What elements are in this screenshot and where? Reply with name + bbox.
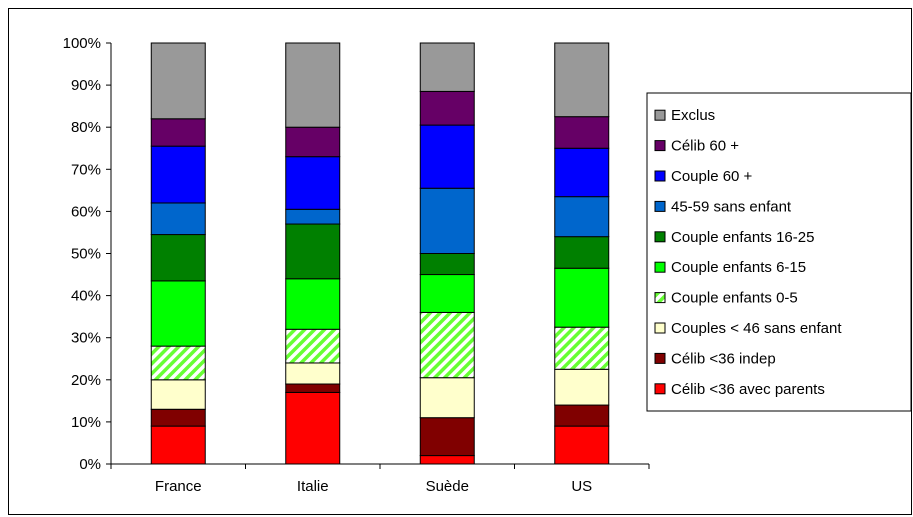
bar-segment bbox=[285, 223, 341, 280]
y-tick-label: 30% bbox=[71, 330, 101, 347]
legend-swatch bbox=[654, 170, 666, 182]
bar-segment bbox=[285, 391, 341, 465]
legend-label: Couple enfants 16-25 bbox=[671, 229, 814, 246]
legend: Exclus Célib 60 + Couple 60 + 45-59 sans en… bbox=[646, 92, 911, 412]
bar-segment bbox=[285, 383, 341, 393]
bar-segment bbox=[285, 126, 341, 158]
y-tick-label: 80% bbox=[71, 119, 101, 136]
legend-label: 45-59 sans enfant bbox=[671, 198, 792, 215]
bar-segment bbox=[419, 377, 475, 419]
bar-segment bbox=[419, 42, 475, 92]
legend-label: Célib <36 avec parents bbox=[671, 381, 825, 398]
bar-segment bbox=[554, 42, 610, 118]
bar-segment bbox=[554, 147, 610, 198]
bar-segment bbox=[285, 42, 341, 128]
legend-swatch bbox=[654, 231, 666, 243]
legend-swatch bbox=[654, 261, 666, 273]
y-tick-label: 70% bbox=[71, 161, 101, 178]
legend-label: Exclus bbox=[671, 107, 715, 124]
bar-segment bbox=[554, 425, 610, 465]
legend-swatch bbox=[654, 200, 666, 212]
x-tick-label: Italie bbox=[297, 478, 329, 495]
x-tick-label: France bbox=[155, 478, 202, 495]
bar-segment bbox=[150, 234, 206, 282]
chart-area: 0% 10% 20% 30% 40% 50% 60% 70% 80% 90% 100% France I… bbox=[8, 8, 912, 515]
bar-segment bbox=[554, 326, 610, 370]
bar-segment bbox=[554, 368, 610, 406]
legend-swatch bbox=[654, 140, 666, 152]
y-tick-label: 50% bbox=[71, 246, 101, 263]
legend-label: Couple enfants 6-15 bbox=[671, 259, 806, 276]
bar-segment bbox=[419, 455, 475, 465]
y-tick-label: 90% bbox=[71, 77, 101, 94]
bar-segment bbox=[150, 379, 206, 410]
bar-segment bbox=[419, 124, 475, 189]
bar-segment bbox=[419, 253, 475, 276]
bar-segment bbox=[150, 118, 206, 147]
bar-segment bbox=[150, 408, 206, 427]
y-tick-label: 100% bbox=[63, 35, 101, 52]
legend-label: Célib 60 + bbox=[671, 138, 739, 155]
bar-segment bbox=[419, 311, 475, 379]
y-tick-label: 0% bbox=[79, 456, 101, 473]
legend-label: Couple 60 + bbox=[671, 168, 753, 185]
bar-segment bbox=[419, 90, 475, 126]
bar-segment bbox=[285, 328, 341, 364]
bar-segment bbox=[150, 345, 206, 381]
bar-segment bbox=[554, 404, 610, 427]
legend-swatch bbox=[654, 383, 666, 395]
bar-segment bbox=[150, 425, 206, 465]
bar-segment bbox=[554, 267, 610, 328]
y-tick-label: 10% bbox=[71, 414, 101, 431]
bar-segment bbox=[419, 417, 475, 457]
legend-swatch bbox=[654, 352, 666, 364]
bar-segment bbox=[285, 208, 341, 225]
y-tick-label: 60% bbox=[71, 203, 101, 220]
legend-swatch bbox=[654, 322, 666, 334]
y-tick-label: 20% bbox=[71, 372, 101, 389]
plot-area: 0% 10% 20% 30% 40% 50% 60% 70% 80% 90% 100% France I… bbox=[63, 35, 650, 495]
x-tick-label: US bbox=[571, 478, 592, 495]
bar-segment bbox=[150, 42, 206, 120]
stacked-bar-chart: 0% 10% 20% 30% 40% 50% 60% 70% 80% 90% 100% France I… bbox=[63, 35, 911, 495]
legend-swatch bbox=[654, 109, 666, 121]
legend-label: Couple enfants 0-5 bbox=[671, 290, 798, 307]
bar-segment bbox=[419, 274, 475, 313]
legend-box bbox=[646, 92, 911, 412]
bar-segment bbox=[285, 156, 341, 210]
bar-segment bbox=[554, 236, 610, 269]
bar-segment bbox=[554, 196, 610, 238]
bar-segment bbox=[150, 280, 206, 347]
bar-segment bbox=[554, 116, 610, 149]
legend-label: Couples < 46 sans enfant bbox=[671, 320, 842, 337]
bar-segment bbox=[419, 187, 475, 254]
bar-segment bbox=[150, 145, 206, 204]
x-tick-label: Suède bbox=[426, 478, 469, 495]
legend-swatch bbox=[654, 292, 666, 304]
bar-segment bbox=[150, 202, 206, 236]
y-tick-label: 40% bbox=[71, 288, 101, 305]
bar-segment bbox=[285, 362, 341, 385]
bar-segment bbox=[285, 278, 341, 330]
legend-label: Célib <36 indep bbox=[671, 350, 776, 367]
